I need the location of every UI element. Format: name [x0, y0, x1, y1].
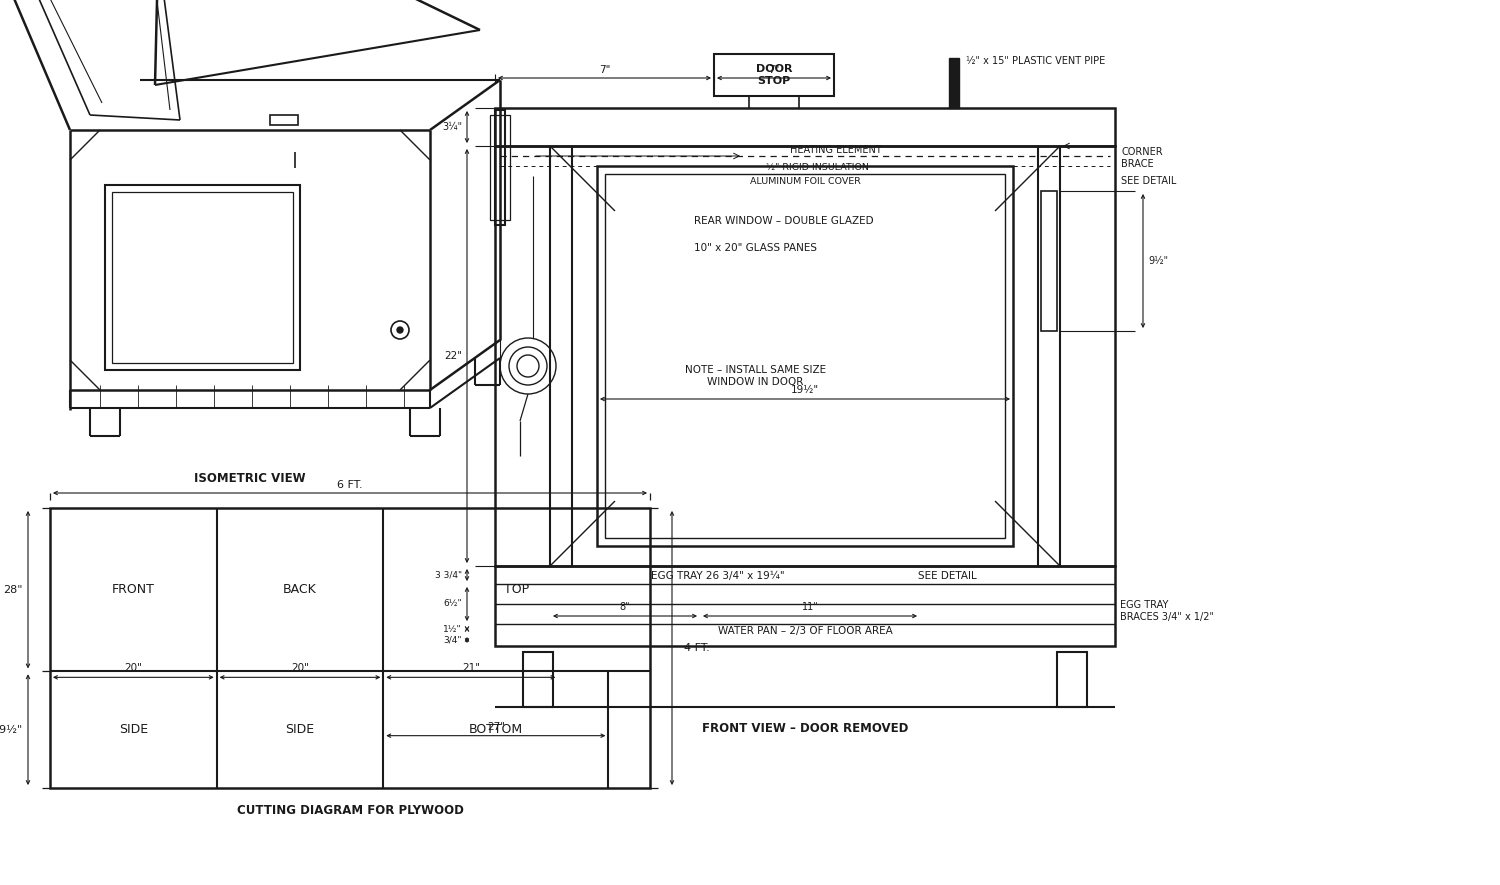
- Text: 28": 28": [3, 585, 22, 595]
- Text: FRONT: FRONT: [112, 583, 154, 596]
- Text: 4 FT.: 4 FT.: [684, 643, 709, 653]
- Text: 1½": 1½": [444, 625, 462, 634]
- Text: HEATING ELEMENT: HEATING ELEMENT: [790, 145, 882, 155]
- Text: 8": 8": [620, 602, 630, 612]
- Text: CORNER
BRACE: CORNER BRACE: [1120, 147, 1162, 169]
- Text: CUTTING DIAGRAM FOR PLYWOOD: CUTTING DIAGRAM FOR PLYWOOD: [237, 804, 464, 817]
- Text: 6½": 6½": [444, 599, 462, 609]
- Bar: [495, 566, 1114, 646]
- Text: 3/4": 3/4": [444, 635, 462, 644]
- Text: WATER PAN – 2/3 OF FLOOR AREA: WATER PAN – 2/3 OF FLOOR AREA: [717, 626, 892, 636]
- Text: ½" x 15" PLASTIC VENT PIPE: ½" x 15" PLASTIC VENT PIPE: [966, 56, 1106, 66]
- Bar: [597, 166, 1012, 546]
- Bar: [495, 108, 1114, 146]
- Text: 9½": 9½": [1148, 256, 1168, 266]
- Bar: [112, 192, 292, 363]
- Text: 7": 7": [598, 65, 610, 75]
- Text: BOTTOM: BOTTOM: [470, 723, 524, 736]
- Text: EGG TRAY
BRACES 3/4" x 1/2": EGG TRAY BRACES 3/4" x 1/2": [1120, 600, 1214, 622]
- Bar: [50, 508, 650, 788]
- Text: 22": 22": [444, 351, 462, 361]
- Bar: [950, 58, 958, 108]
- Text: 7": 7": [768, 65, 780, 75]
- Bar: [604, 174, 1005, 538]
- Bar: [495, 110, 506, 225]
- Text: TOP: TOP: [504, 583, 530, 596]
- Bar: [1041, 191, 1058, 331]
- Text: SIDE: SIDE: [285, 723, 315, 736]
- Text: ALUMINUM FOIL COVER: ALUMINUM FOIL COVER: [750, 176, 861, 186]
- Text: ½" RIGID INSULATION: ½" RIGID INSULATION: [766, 164, 868, 173]
- Text: 20": 20": [291, 664, 309, 673]
- Text: REAR WINDOW – DOUBLE GLAZED: REAR WINDOW – DOUBLE GLAZED: [694, 216, 874, 226]
- Text: ISOMETRIC VIEW: ISOMETRIC VIEW: [194, 472, 306, 484]
- Text: NOTE – INSTALL SAME SIZE
WINDOW IN DOOR: NOTE – INSTALL SAME SIZE WINDOW IN DOOR: [684, 366, 825, 387]
- Text: 20": 20": [124, 664, 142, 673]
- Bar: [524, 652, 554, 707]
- Bar: [270, 115, 298, 125]
- Text: 21": 21": [462, 664, 480, 673]
- Text: 19½": 19½": [790, 385, 819, 395]
- Text: SIDE: SIDE: [118, 723, 148, 736]
- Text: 10" x 20" GLASS PANES: 10" x 20" GLASS PANES: [693, 243, 816, 253]
- Circle shape: [398, 327, 404, 333]
- Text: DOOR
STOP: DOOR STOP: [756, 65, 792, 86]
- Text: 3 3/4": 3 3/4": [435, 571, 462, 580]
- Bar: [105, 185, 300, 370]
- Text: 27": 27": [488, 721, 506, 732]
- Bar: [714, 54, 834, 96]
- Text: SEE DETAIL: SEE DETAIL: [1120, 176, 1176, 186]
- Text: SEE DETAIL: SEE DETAIL: [918, 571, 976, 581]
- Bar: [490, 115, 510, 220]
- Text: FRONT VIEW – DOOR REMOVED: FRONT VIEW – DOOR REMOVED: [702, 722, 908, 735]
- Text: 19½": 19½": [0, 725, 22, 735]
- Bar: [495, 146, 1114, 566]
- Text: 6 FT.: 6 FT.: [338, 480, 363, 490]
- Text: 11": 11": [801, 602, 819, 612]
- Text: EGG TRAY 26 3/4" x 19¼": EGG TRAY 26 3/4" x 19¼": [651, 571, 784, 581]
- Text: BACK: BACK: [284, 583, 316, 596]
- Bar: [1058, 652, 1088, 707]
- Text: 3¼": 3¼": [442, 122, 462, 132]
